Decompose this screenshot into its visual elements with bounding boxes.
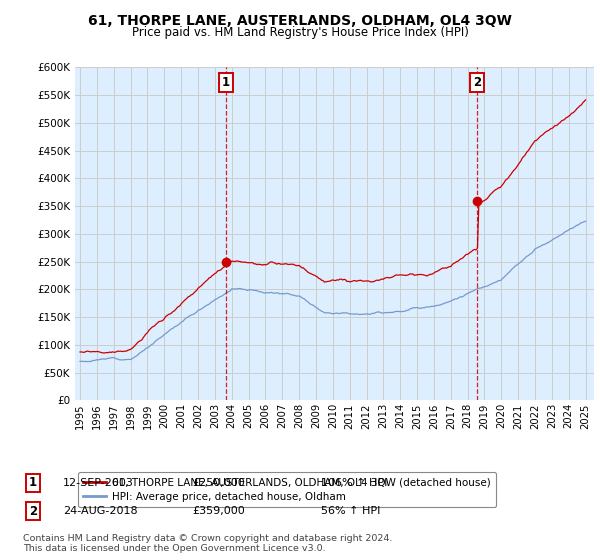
Legend: 61, THORPE LANE, AUSTERLANDS, OLDHAM, OL4 3QW (detached house), HPI: Average pri: 61, THORPE LANE, AUSTERLANDS, OLDHAM, OL…	[77, 472, 496, 507]
Text: 12-SEP-2003: 12-SEP-2003	[63, 478, 134, 488]
Text: 2: 2	[473, 76, 482, 89]
Text: 2: 2	[29, 505, 37, 518]
Text: £250,000: £250,000	[192, 478, 245, 488]
Text: 1: 1	[222, 76, 230, 89]
Text: £359,000: £359,000	[192, 506, 245, 516]
Text: 24-AUG-2018: 24-AUG-2018	[63, 506, 137, 516]
Text: 1: 1	[29, 476, 37, 489]
Text: Price paid vs. HM Land Registry's House Price Index (HPI): Price paid vs. HM Land Registry's House …	[131, 26, 469, 39]
Text: Contains HM Land Registry data © Crown copyright and database right 2024.
This d: Contains HM Land Registry data © Crown c…	[23, 534, 392, 553]
Text: 61, THORPE LANE, AUSTERLANDS, OLDHAM, OL4 3QW: 61, THORPE LANE, AUSTERLANDS, OLDHAM, OL…	[88, 14, 512, 28]
Text: 56% ↑ HPI: 56% ↑ HPI	[321, 506, 380, 516]
Text: 106% ↑ HPI: 106% ↑ HPI	[321, 478, 388, 488]
